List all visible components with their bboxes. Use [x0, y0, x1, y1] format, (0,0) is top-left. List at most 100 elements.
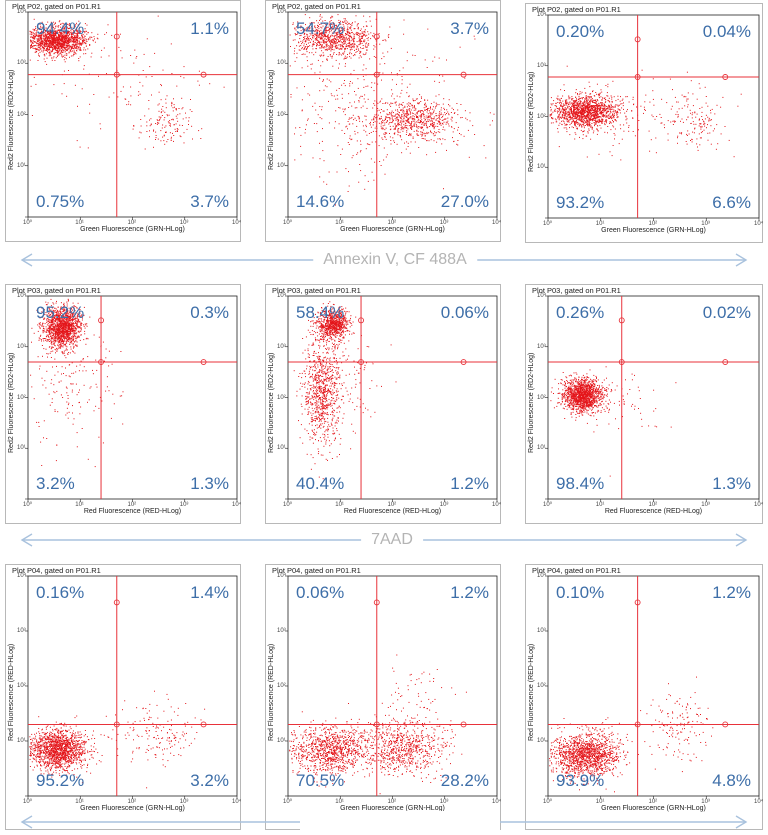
event-dot [418, 147, 419, 148]
event-dot [291, 97, 292, 98]
event-dot [172, 133, 173, 134]
event-dot [597, 125, 598, 126]
event-dot [65, 41, 66, 42]
event-dot [579, 126, 580, 127]
event-dot [328, 45, 329, 46]
event-dot [319, 45, 320, 46]
event-dot [350, 118, 351, 119]
event-dot [170, 132, 171, 133]
event-dot [567, 121, 568, 122]
event-dot [62, 49, 63, 50]
event-dot [426, 116, 427, 117]
event-dot [595, 92, 596, 93]
event-dot [51, 46, 52, 47]
event-dot [81, 50, 82, 51]
event-dot [381, 116, 382, 117]
event-dot [384, 56, 385, 57]
event-dot [374, 56, 375, 57]
event-dot [437, 126, 438, 127]
event-dot [342, 149, 343, 150]
event-dot [573, 118, 574, 119]
event-dot [361, 107, 362, 108]
event-dot [584, 120, 585, 121]
event-dot [371, 132, 372, 133]
event-dot [84, 40, 85, 41]
event-dot [575, 109, 576, 110]
event-dot [345, 40, 346, 41]
event-dot [623, 124, 624, 125]
event-dot [616, 120, 617, 121]
event-dot [581, 112, 582, 113]
event-dot [432, 123, 433, 124]
event-dot [584, 88, 585, 89]
event-dot [592, 129, 593, 130]
event-dot [364, 41, 365, 42]
event-dot [592, 116, 593, 117]
event-dot [426, 121, 427, 122]
event-dot [586, 95, 587, 96]
event-dot [192, 139, 193, 140]
event-dot [331, 93, 332, 94]
event-dot [74, 47, 75, 48]
event-dot [590, 116, 591, 117]
event-dot [418, 119, 419, 120]
event-dot [386, 128, 387, 129]
event-dot [104, 48, 105, 49]
event-dot [183, 77, 184, 78]
event-dot [383, 125, 384, 126]
event-dot [382, 120, 383, 121]
event-dot [424, 133, 425, 134]
event-dot [57, 51, 58, 52]
event-dot [62, 93, 63, 94]
event-dot [75, 48, 76, 49]
event-dot [361, 29, 362, 30]
event-dot [303, 49, 304, 50]
event-dot [329, 49, 330, 50]
event-dot [334, 128, 335, 129]
event-dot [369, 144, 370, 145]
event-dot [572, 115, 573, 116]
event-dot [458, 127, 459, 128]
event-dot [59, 51, 60, 52]
event-dot [568, 104, 569, 105]
event-dot [383, 134, 384, 135]
event-dot [433, 126, 434, 127]
event-dot [46, 53, 47, 54]
event-dot [354, 50, 355, 51]
event-dot [62, 57, 63, 58]
event-dot [329, 172, 330, 173]
event-dot [69, 52, 70, 53]
event-dot [427, 112, 428, 113]
event-dot [398, 128, 399, 129]
event-dot [412, 118, 413, 119]
event-dot [595, 107, 596, 108]
event-dot [620, 104, 621, 105]
event-dot [73, 48, 74, 49]
event-dot [577, 107, 578, 108]
event-dot [158, 16, 159, 17]
event-dot [424, 110, 425, 111]
event-dot [333, 44, 334, 45]
x-tick-label: 10¹ [75, 220, 84, 226]
event-dot [33, 32, 34, 33]
event-dot [298, 42, 299, 43]
event-dot [574, 110, 575, 111]
event-dot [177, 114, 178, 115]
event-dot [424, 118, 425, 119]
event-dot [304, 86, 305, 87]
event-dot [171, 43, 172, 44]
event-dot [163, 140, 164, 141]
event-dot [395, 126, 396, 127]
event-dot [70, 39, 71, 40]
event-dot [44, 55, 45, 56]
event-dot [433, 125, 434, 126]
event-dot [130, 55, 131, 56]
event-dot [79, 38, 80, 39]
event-dot [581, 110, 582, 111]
event-dot [441, 114, 442, 115]
event-dot [556, 119, 557, 120]
event-dot [606, 121, 607, 122]
event-dot [32, 115, 33, 116]
event-dot [316, 43, 317, 44]
event-dot [307, 56, 308, 57]
